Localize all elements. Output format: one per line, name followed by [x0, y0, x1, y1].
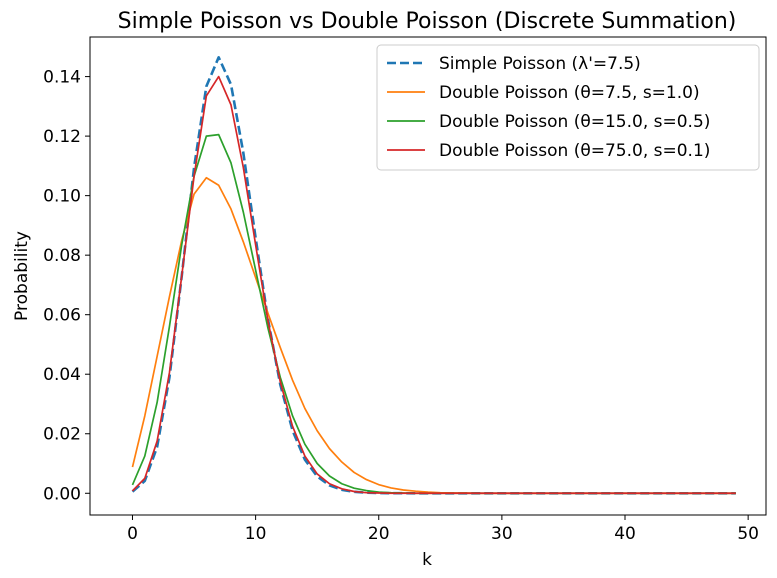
- y-tick-label: 0.10: [43, 187, 81, 207]
- y-tick-label: 0.02: [43, 425, 81, 445]
- x-tick-label: 10: [245, 524, 267, 544]
- y-tick-label: 0.00: [43, 484, 81, 504]
- series-line-1: [131, 176, 736, 495]
- legend-box: [376, 44, 760, 171]
- series-line-3: [131, 75, 736, 495]
- legend-label-1: Double Poisson (θ=7.5, s=1.0): [439, 83, 700, 103]
- y-axis-label: Probability: [12, 231, 32, 321]
- x-tick-label: 20: [368, 524, 390, 544]
- x-tick-label: 40: [614, 524, 636, 544]
- chart-title: Simple Poisson vs Double Poisson (Discre…: [118, 9, 737, 34]
- x-tick-label: 50: [737, 524, 759, 544]
- x-tick-label: 30: [491, 524, 513, 544]
- legend-label-0: Simple Poisson (λ'=7.5): [439, 54, 641, 74]
- x-axis-label: k: [422, 550, 432, 570]
- series-line-2: [131, 133, 736, 495]
- series-layer: [131, 55, 736, 495]
- legend: Simple Poisson (λ'=7.5) Double Poisson (θ…: [376, 44, 760, 171]
- ticks-layer: 0 10 20 30 40 50 0.00 0.02 0.04 0.06 0.08 0.10 0.12 0…: [43, 68, 759, 544]
- y-tick-label: 0.12: [43, 127, 81, 147]
- legend-label-2: Double Poisson (θ=15.0, s=0.5): [439, 112, 710, 132]
- y-tick-label: 0.04: [43, 365, 81, 385]
- legend-label-3: Double Poisson (θ=75.0, s=0.1): [439, 141, 710, 161]
- plot-frame: [89, 36, 767, 516]
- y-tick-label: 0.06: [43, 306, 81, 326]
- y-tick-label: 0.08: [43, 246, 81, 266]
- x-tick-label: 0: [127, 524, 138, 544]
- y-tick-label: 0.14: [43, 68, 81, 88]
